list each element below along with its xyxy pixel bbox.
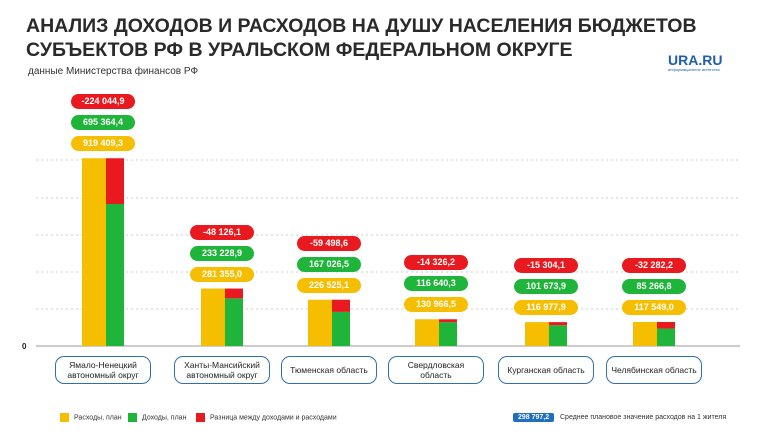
value-label: -14 326,2 [404,255,468,271]
value-label: 695 364,4 [71,115,135,131]
legend-item: Расходы, план [60,413,122,423]
bar-expenses [201,288,225,346]
bar-expenses [415,319,439,346]
legend-text: Расходы, план [74,414,122,422]
value-label: 85 266,8 [622,278,686,294]
category-label: Курганская область [498,356,594,384]
bar-difference [332,299,350,312]
value-label: 233 228,9 [190,245,254,261]
value-label: -15 304,1 [514,258,578,274]
subtitle: данные Министерства финансов РФ [28,66,199,77]
value-label: 101 673,9 [514,279,578,295]
value-label: 117 549,0 [622,299,686,315]
logo-tagline: информационное агентство [668,67,720,72]
category-label: Челябинская область [606,356,702,384]
bar-revenue [225,298,243,346]
legend-swatch [60,413,69,422]
title-line: СУБЪЕКТОВ РФ В УРАЛЬСКОМ ФЕДЕРАЛЬНОМ ОКР… [26,39,573,61]
bar-difference [657,321,675,329]
bar-difference [439,319,457,323]
legend-text: Доходы, план [142,414,187,422]
bar-difference [225,288,243,299]
bar-revenue [106,203,124,346]
title-line: АНАЛИЗ ДОХОДОВ И РАСХОДОВ НА ДУШУ НАСЕЛЕ… [26,15,697,37]
bar-revenue [332,311,350,346]
legend-item: Разница между доходами и расходами [196,413,337,423]
bar-expenses [82,158,106,346]
logo: URA.RU [668,52,723,68]
category-label: Тюменская область [281,356,377,384]
bar-expenses [633,321,657,346]
average-value: 298 797,2 [513,413,555,422]
value-label: 167 026,5 [297,256,361,272]
legend-item: Доходы, план [128,413,186,423]
legend-text: Разница между доходами и расходами [210,414,337,422]
category-label: Ямало-Ненецкий автономный округ [55,356,151,384]
bar-revenue [657,328,675,346]
value-label: 919 409,3 [71,136,135,152]
bar-revenue [439,322,457,346]
value-label: 281 355,0 [190,266,254,282]
y-tick-label: 0 [22,342,27,351]
legend-swatch [128,413,137,422]
value-label: -48 126,1 [190,224,254,240]
value-label: -59 498,6 [297,235,361,251]
bar-expenses [525,322,549,346]
category-label: Ханты-Мансийский автономный округ [174,356,270,384]
bar-difference [106,158,124,204]
bar-revenue [549,325,567,346]
bar-expenses [308,299,332,346]
value-label: 116 977,9 [514,300,578,316]
average-label: Среднее плановое значение расходов на 1 … [560,414,727,421]
category-label: Свердловская область [388,356,484,384]
legend-swatch [196,413,205,422]
value-label: 130 966,5 [404,297,468,313]
value-label: -224 044,9 [71,94,135,110]
value-label: 226 525,1 [297,277,361,293]
value-label: -32 282,2 [622,257,686,273]
bar-difference [549,322,567,326]
value-label: 116 640,3 [404,276,468,292]
